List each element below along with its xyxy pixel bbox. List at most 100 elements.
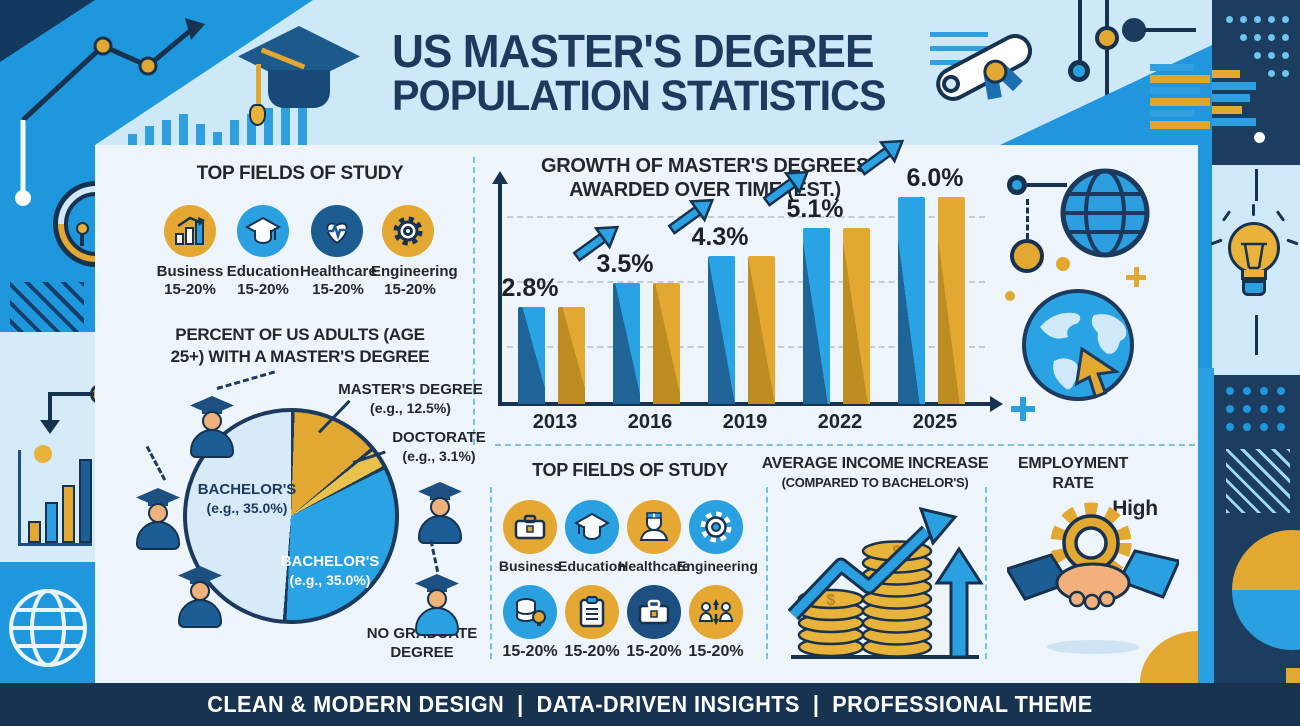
dot-decor bbox=[1254, 34, 1261, 41]
field2-circle bbox=[565, 585, 619, 639]
growth-bar-blue bbox=[898, 197, 925, 404]
graduation-cap-icon bbox=[232, 20, 367, 128]
income-coins-arrows-graphic: $ $ bbox=[787, 506, 984, 659]
dot-decor bbox=[1254, 52, 1261, 59]
engineering-circle bbox=[382, 205, 434, 257]
graduate-icon bbox=[414, 482, 466, 546]
pie-inner-label-bachelors-right: BACHELOR'S (e.g., 35.0%) bbox=[280, 553, 380, 588]
field-pct: 15-20% bbox=[626, 643, 682, 660]
sidebar-bars-decor bbox=[1212, 70, 1240, 78]
dot-decor bbox=[1277, 405, 1285, 413]
mini-bar-decor bbox=[145, 126, 154, 148]
gold-dot-decor bbox=[1056, 257, 1070, 271]
mini-bar-decor bbox=[162, 120, 171, 148]
footer-bar: CLEAN & MODERN DESIGN | DATA-DRIVEN INSI… bbox=[0, 683, 1300, 726]
hatch-light-decor bbox=[1226, 449, 1290, 513]
income-title-line1: AVERAGE INCOME INCREASE bbox=[761, 455, 989, 472]
node-ring-decor bbox=[1068, 60, 1090, 82]
dot-decor bbox=[1282, 16, 1289, 23]
field-label: Business bbox=[498, 558, 562, 574]
database-idea-icon bbox=[516, 598, 546, 626]
dot-decor bbox=[1226, 423, 1234, 431]
dot-decor bbox=[1240, 16, 1247, 23]
node-ring-decor bbox=[1007, 175, 1027, 195]
divider-vertical bbox=[473, 157, 475, 445]
growth-value-label: 4.3% bbox=[691, 223, 749, 251]
fields-bottom-title: TOP FIELDS OF STUDY bbox=[532, 460, 728, 480]
node-line2-decor bbox=[1105, 0, 1109, 138]
growth-bar-blue bbox=[803, 228, 830, 404]
growth-bar-gold bbox=[558, 307, 585, 404]
divider-vertical bbox=[490, 487, 492, 659]
field-label: Education bbox=[558, 558, 626, 574]
dot-decor bbox=[1243, 423, 1251, 431]
dot-decor bbox=[1240, 34, 1247, 41]
field-label: Education bbox=[226, 263, 300, 280]
dot-decor bbox=[1282, 52, 1289, 59]
dot-decor bbox=[1260, 387, 1268, 395]
field-pct: 15-20% bbox=[164, 281, 216, 298]
growth-bar-gold bbox=[748, 256, 775, 404]
dashed-drop-decor bbox=[1026, 199, 1029, 239]
dot-decor bbox=[1268, 52, 1275, 59]
sidebar-bars-decor bbox=[1212, 106, 1242, 114]
mini-bar-decor bbox=[298, 96, 307, 148]
mini-bar-decor bbox=[128, 134, 137, 148]
trend-arrow-icon bbox=[853, 134, 909, 183]
field-pct: 15-20% bbox=[384, 281, 436, 298]
dot-decor bbox=[1243, 405, 1251, 413]
plus-decor bbox=[1011, 397, 1035, 421]
divider-vertical bbox=[766, 487, 768, 659]
field2-circle bbox=[503, 585, 557, 639]
dot-decor bbox=[1226, 387, 1234, 395]
dot-triangle-decor bbox=[1226, 16, 1298, 94]
dashed-connector bbox=[216, 370, 276, 390]
sidebar-bars-decor bbox=[1212, 118, 1256, 126]
field-pct: 15-20% bbox=[688, 643, 744, 660]
growth-value-label: 2.8% bbox=[501, 274, 559, 302]
graduate-icon-female bbox=[132, 488, 184, 552]
x-axis bbox=[498, 402, 992, 406]
dot-decor bbox=[1243, 387, 1251, 395]
business-circle bbox=[503, 500, 557, 554]
gold-dot-decor bbox=[1005, 291, 1015, 301]
briefcase-icon bbox=[514, 514, 546, 540]
mini-bar-decor bbox=[264, 108, 273, 148]
gear-icon bbox=[700, 511, 732, 543]
growth-bar-gold bbox=[843, 228, 870, 404]
gold-bars-decor bbox=[1150, 64, 1212, 130]
dot-decor bbox=[1226, 16, 1233, 23]
pie-title-line2: 25+) WITH A MASTER'S DEGREE bbox=[170, 347, 430, 366]
dot-grid-decor bbox=[1226, 387, 1292, 439]
mini-bar-decor bbox=[179, 114, 188, 148]
mini-bar-decor bbox=[213, 132, 222, 148]
main-panel: TOP FIELDS OF STUDY bbox=[95, 139, 1198, 683]
nurse-icon bbox=[639, 512, 669, 541]
dot-decor bbox=[1254, 16, 1261, 23]
dot-decor bbox=[1282, 70, 1289, 77]
bulb-stem-line bbox=[1255, 169, 1258, 201]
growth-year-label: 2016 bbox=[627, 411, 673, 433]
field-label: Healthcare bbox=[300, 263, 377, 280]
bulb-stem-line bbox=[1255, 315, 1258, 355]
sidebar-top-panel bbox=[1212, 0, 1300, 165]
growth-value-label: 6.0% bbox=[906, 164, 964, 192]
growth-bar-chart: 2.8% 3.5% 4.3% 5.1% 6.0% bbox=[500, 139, 1000, 404]
pie-inner-label-bachelors-left: BACHELOR'S (e.g., 35.0%) bbox=[197, 481, 297, 516]
divider-vertical bbox=[985, 487, 987, 659]
handshake-gear-graphic bbox=[1007, 502, 1179, 654]
mini-bar-decor bbox=[281, 102, 290, 148]
fields-top-title: TOP FIELDS OF STUDY bbox=[196, 163, 404, 184]
sidebar-bars-decor bbox=[1212, 94, 1250, 102]
field-label: Business bbox=[156, 263, 224, 280]
employment-title-line2: RATE bbox=[1052, 475, 1094, 492]
page-title-line2: POPULATION STATISTICS bbox=[392, 72, 887, 120]
node-hline-decor bbox=[1144, 28, 1196, 32]
graduate-icon bbox=[411, 574, 463, 638]
line-chart-decor-icon bbox=[15, 18, 205, 206]
field-pct: 15-20% bbox=[237, 281, 289, 298]
dot-decor bbox=[1260, 423, 1268, 431]
earth-globe-icon bbox=[1022, 289, 1134, 401]
dot-decor bbox=[1277, 387, 1285, 395]
svg-text:$: $ bbox=[827, 592, 836, 609]
